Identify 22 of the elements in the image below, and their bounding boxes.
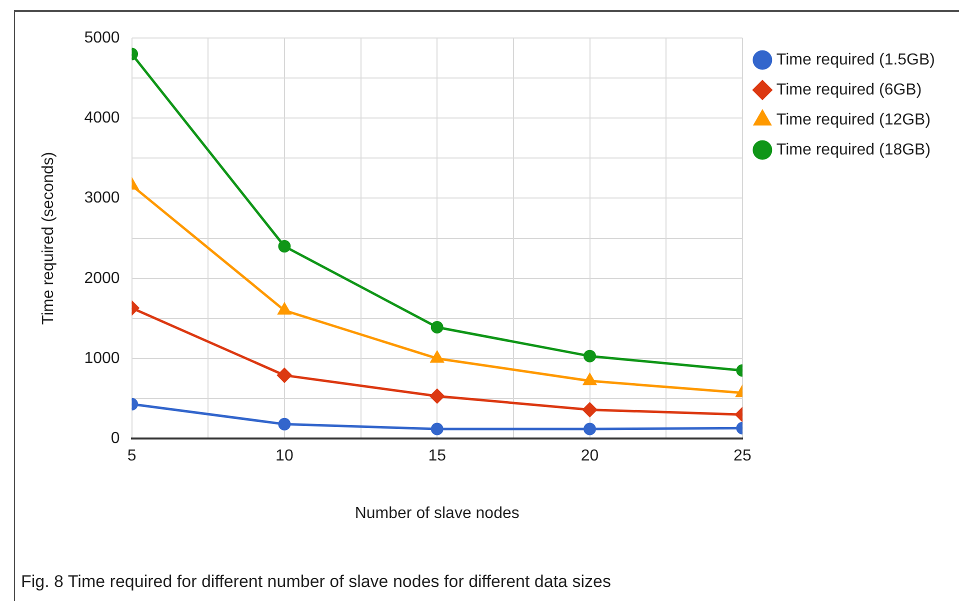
caption: Fig. 8 Time required for different number of slave nodes for different data sizes (21, 572, 611, 592)
y-axis-title: Time required (seconds) (40, 152, 58, 325)
y-tick-label: 5000 (84, 29, 120, 46)
x-tick-label: 25 (734, 448, 752, 465)
x-tick-label: 20 (580, 448, 599, 465)
x-tick-label: 5 (127, 448, 136, 465)
x-tick-label: 15 (428, 448, 446, 465)
y-tick-label: 4000 (84, 110, 120, 127)
point (430, 388, 444, 404)
point (430, 351, 444, 363)
x-axis-title: Number of slave nodes (354, 504, 520, 522)
point (430, 320, 444, 334)
legend-label: Time required (6GB) (776, 81, 922, 98)
legend-label: Time required (1.5GB) (776, 51, 936, 68)
x-tick-label: 10 (276, 448, 294, 465)
point (430, 422, 444, 436)
y-tick-label: 3000 (84, 190, 120, 207)
legend-label: Time required (18GB) (776, 141, 931, 158)
legend-label: Time required (12GB) (776, 111, 931, 128)
y-tick-label: 0 (110, 430, 120, 448)
y-tick-label: 1000 (84, 350, 120, 367)
y-tick-label: 2000 (84, 270, 120, 287)
